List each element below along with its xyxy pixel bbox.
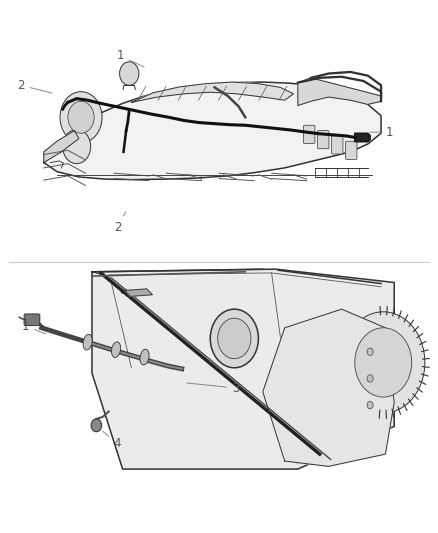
FancyBboxPatch shape [318,131,329,149]
FancyBboxPatch shape [24,314,40,326]
Circle shape [120,62,139,85]
Ellipse shape [112,342,120,358]
Circle shape [342,312,425,413]
Circle shape [91,419,102,432]
Text: 2: 2 [113,212,126,234]
Polygon shape [131,82,293,102]
Circle shape [367,401,373,409]
Circle shape [367,375,373,382]
Ellipse shape [140,349,149,365]
Text: 2: 2 [17,79,52,93]
Circle shape [218,318,251,359]
FancyBboxPatch shape [304,125,315,143]
Circle shape [367,348,373,356]
Circle shape [68,101,94,133]
Polygon shape [263,309,394,466]
Ellipse shape [83,334,92,350]
Text: 3: 3 [187,382,239,394]
FancyBboxPatch shape [346,141,357,159]
Polygon shape [298,78,381,106]
Polygon shape [44,131,79,163]
Circle shape [60,92,102,143]
Polygon shape [44,82,381,180]
Text: 1: 1 [370,126,394,139]
Circle shape [63,130,91,164]
FancyBboxPatch shape [332,136,343,154]
Circle shape [210,309,258,368]
Polygon shape [92,269,394,469]
Polygon shape [355,133,370,142]
Text: 1: 1 [117,50,144,67]
Text: 1: 1 [21,320,46,334]
Text: 4: 4 [103,431,121,450]
Circle shape [355,328,412,397]
Polygon shape [125,289,152,296]
